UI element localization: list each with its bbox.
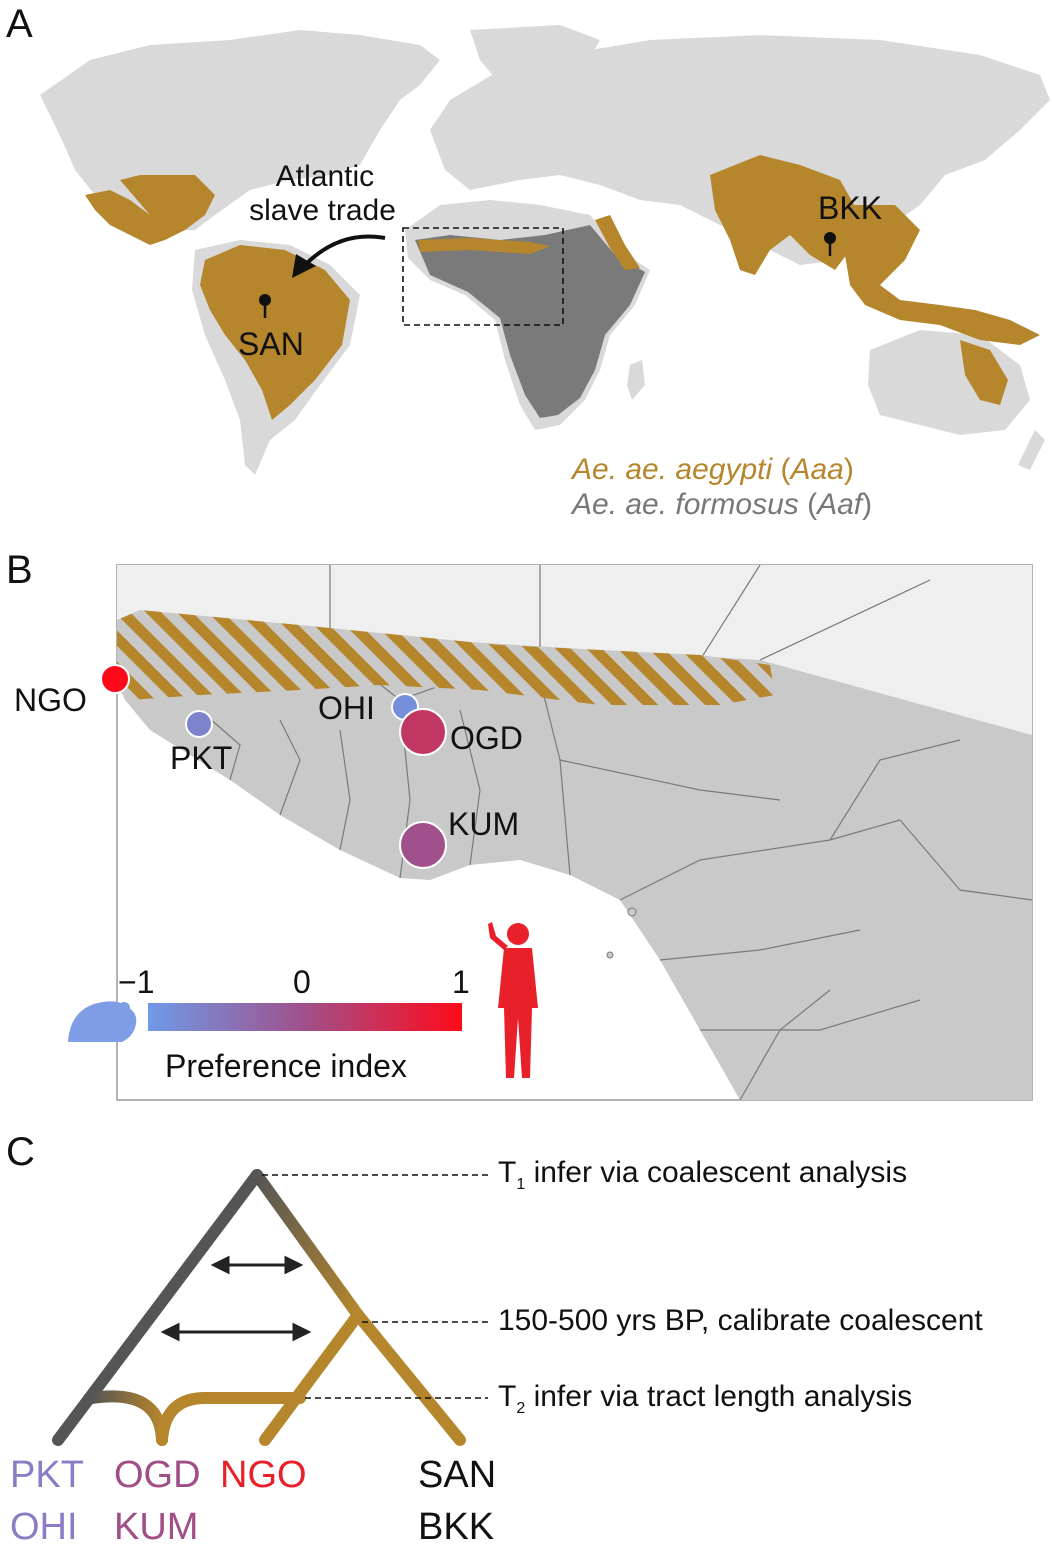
branch-admix-left (86, 1390, 168, 1446)
site-label-ogd: OGD (450, 720, 523, 756)
sahara-region (117, 565, 1032, 735)
t2-subscript: 2 (516, 1400, 526, 1417)
gene-flow-arrow-upper (210, 1255, 304, 1275)
t1-symbol: T (498, 1156, 517, 1189)
pin-label-san: SAN (238, 326, 304, 362)
aaf-range (415, 225, 645, 418)
branch-admix-right (156, 1392, 306, 1446)
gene-flow-arrow-lower (160, 1322, 312, 1342)
site-marker-ogd (399, 708, 447, 756)
t2-symbol: T (498, 1380, 517, 1413)
legend-aaf-close: ) (862, 488, 873, 521)
legend-aaf: Ae. ae. formosus (Aaf) (572, 490, 872, 520)
site-label-ngo: NGO (14, 682, 87, 718)
site-marker-pkt (185, 710, 213, 738)
rodent-icon (68, 1001, 137, 1042)
legend-aaa: Ae. ae. aegypti (Aaa) (572, 455, 854, 485)
slave-trade-arrow (303, 234, 386, 267)
aaa-range-southeast-asia (845, 205, 1040, 345)
scale-min-label: −1 (118, 964, 155, 1000)
branch-upper-right (251, 1169, 364, 1321)
tip-label-bkk: BKK (418, 1506, 495, 1548)
tip-label-ogd: OGD (114, 1454, 201, 1496)
t2-text: infer via tract length analysis (525, 1380, 913, 1413)
legend-aaa-species: Ae. ae. aegypti (572, 453, 773, 486)
madagascar (627, 360, 645, 400)
new-zealand (1018, 430, 1045, 470)
sahel-hatched-band (117, 610, 775, 705)
branch-aaa (352, 1309, 466, 1446)
inset-box (402, 227, 564, 326)
aaa-range-red-sea (595, 215, 640, 270)
legend-aaf-species: Ae. ae. formosus (572, 488, 799, 521)
aaa-range-south-asia (710, 155, 860, 275)
scale-title: Preference index (165, 1048, 407, 1084)
scale-mid-label: 0 (293, 964, 311, 1000)
phylogeny-diagram (52, 1169, 488, 1446)
arrow-label-line2: slave trade (249, 194, 396, 227)
site-label-kum: KUM (448, 806, 520, 842)
world-map (40, 25, 1050, 475)
legend-aaa-close: ) (843, 453, 854, 486)
aaa-range-sahel (418, 238, 550, 254)
site-marker-kum (399, 821, 447, 869)
preference-color-scale (148, 1003, 462, 1031)
site-marker-ngo (100, 664, 130, 694)
tip-label-san: SAN (418, 1454, 497, 1496)
t1-text: infer via coalescent analysis (525, 1156, 908, 1189)
pin-bkk-icon (824, 232, 836, 256)
t2-annotation: T2 infer via tract length analysis (498, 1382, 912, 1417)
legend-aaa-abbr: Aaa (790, 453, 844, 486)
site-label-ohi: OHI (318, 690, 375, 726)
legend-aaa-open: ( (772, 453, 791, 486)
legend-aaf-abbr: Aaf (817, 488, 863, 521)
tip-label-ngo: NGO (220, 1454, 307, 1496)
panel-c-letter: C (6, 1130, 35, 1174)
tip-label-ohi: OHI (10, 1506, 78, 1548)
arrow-label-line1: Atlantic (275, 160, 375, 193)
aaa-range-south-america (200, 245, 350, 420)
tip-label-pkt: PKT (10, 1454, 84, 1496)
aaa-range-americas (85, 175, 215, 245)
pin-san-icon (259, 294, 271, 318)
calibration-annotation: 150-500 yrs BP, calibrate coalescent (498, 1304, 983, 1337)
land-region (117, 620, 1032, 1100)
slave-trade-arrowhead (292, 254, 316, 278)
panel-b-letter: B (6, 548, 33, 592)
aaa-range-australia (960, 340, 1008, 405)
tip-label-kum: KUM (114, 1506, 199, 1548)
scale-max-label: 1 (452, 964, 470, 1000)
site-label-pkt: PKT (170, 740, 233, 776)
t1-subscript: 1 (516, 1176, 526, 1193)
t1-annotation: T1 infer via coalescent analysis (498, 1158, 907, 1193)
panel-a-letter: A (6, 2, 33, 46)
pin-label-bkk: BKK (818, 190, 883, 226)
legend-aaf-open: ( (798, 488, 818, 521)
human-icon (488, 922, 538, 1078)
branch-ngo (259, 1309, 364, 1446)
